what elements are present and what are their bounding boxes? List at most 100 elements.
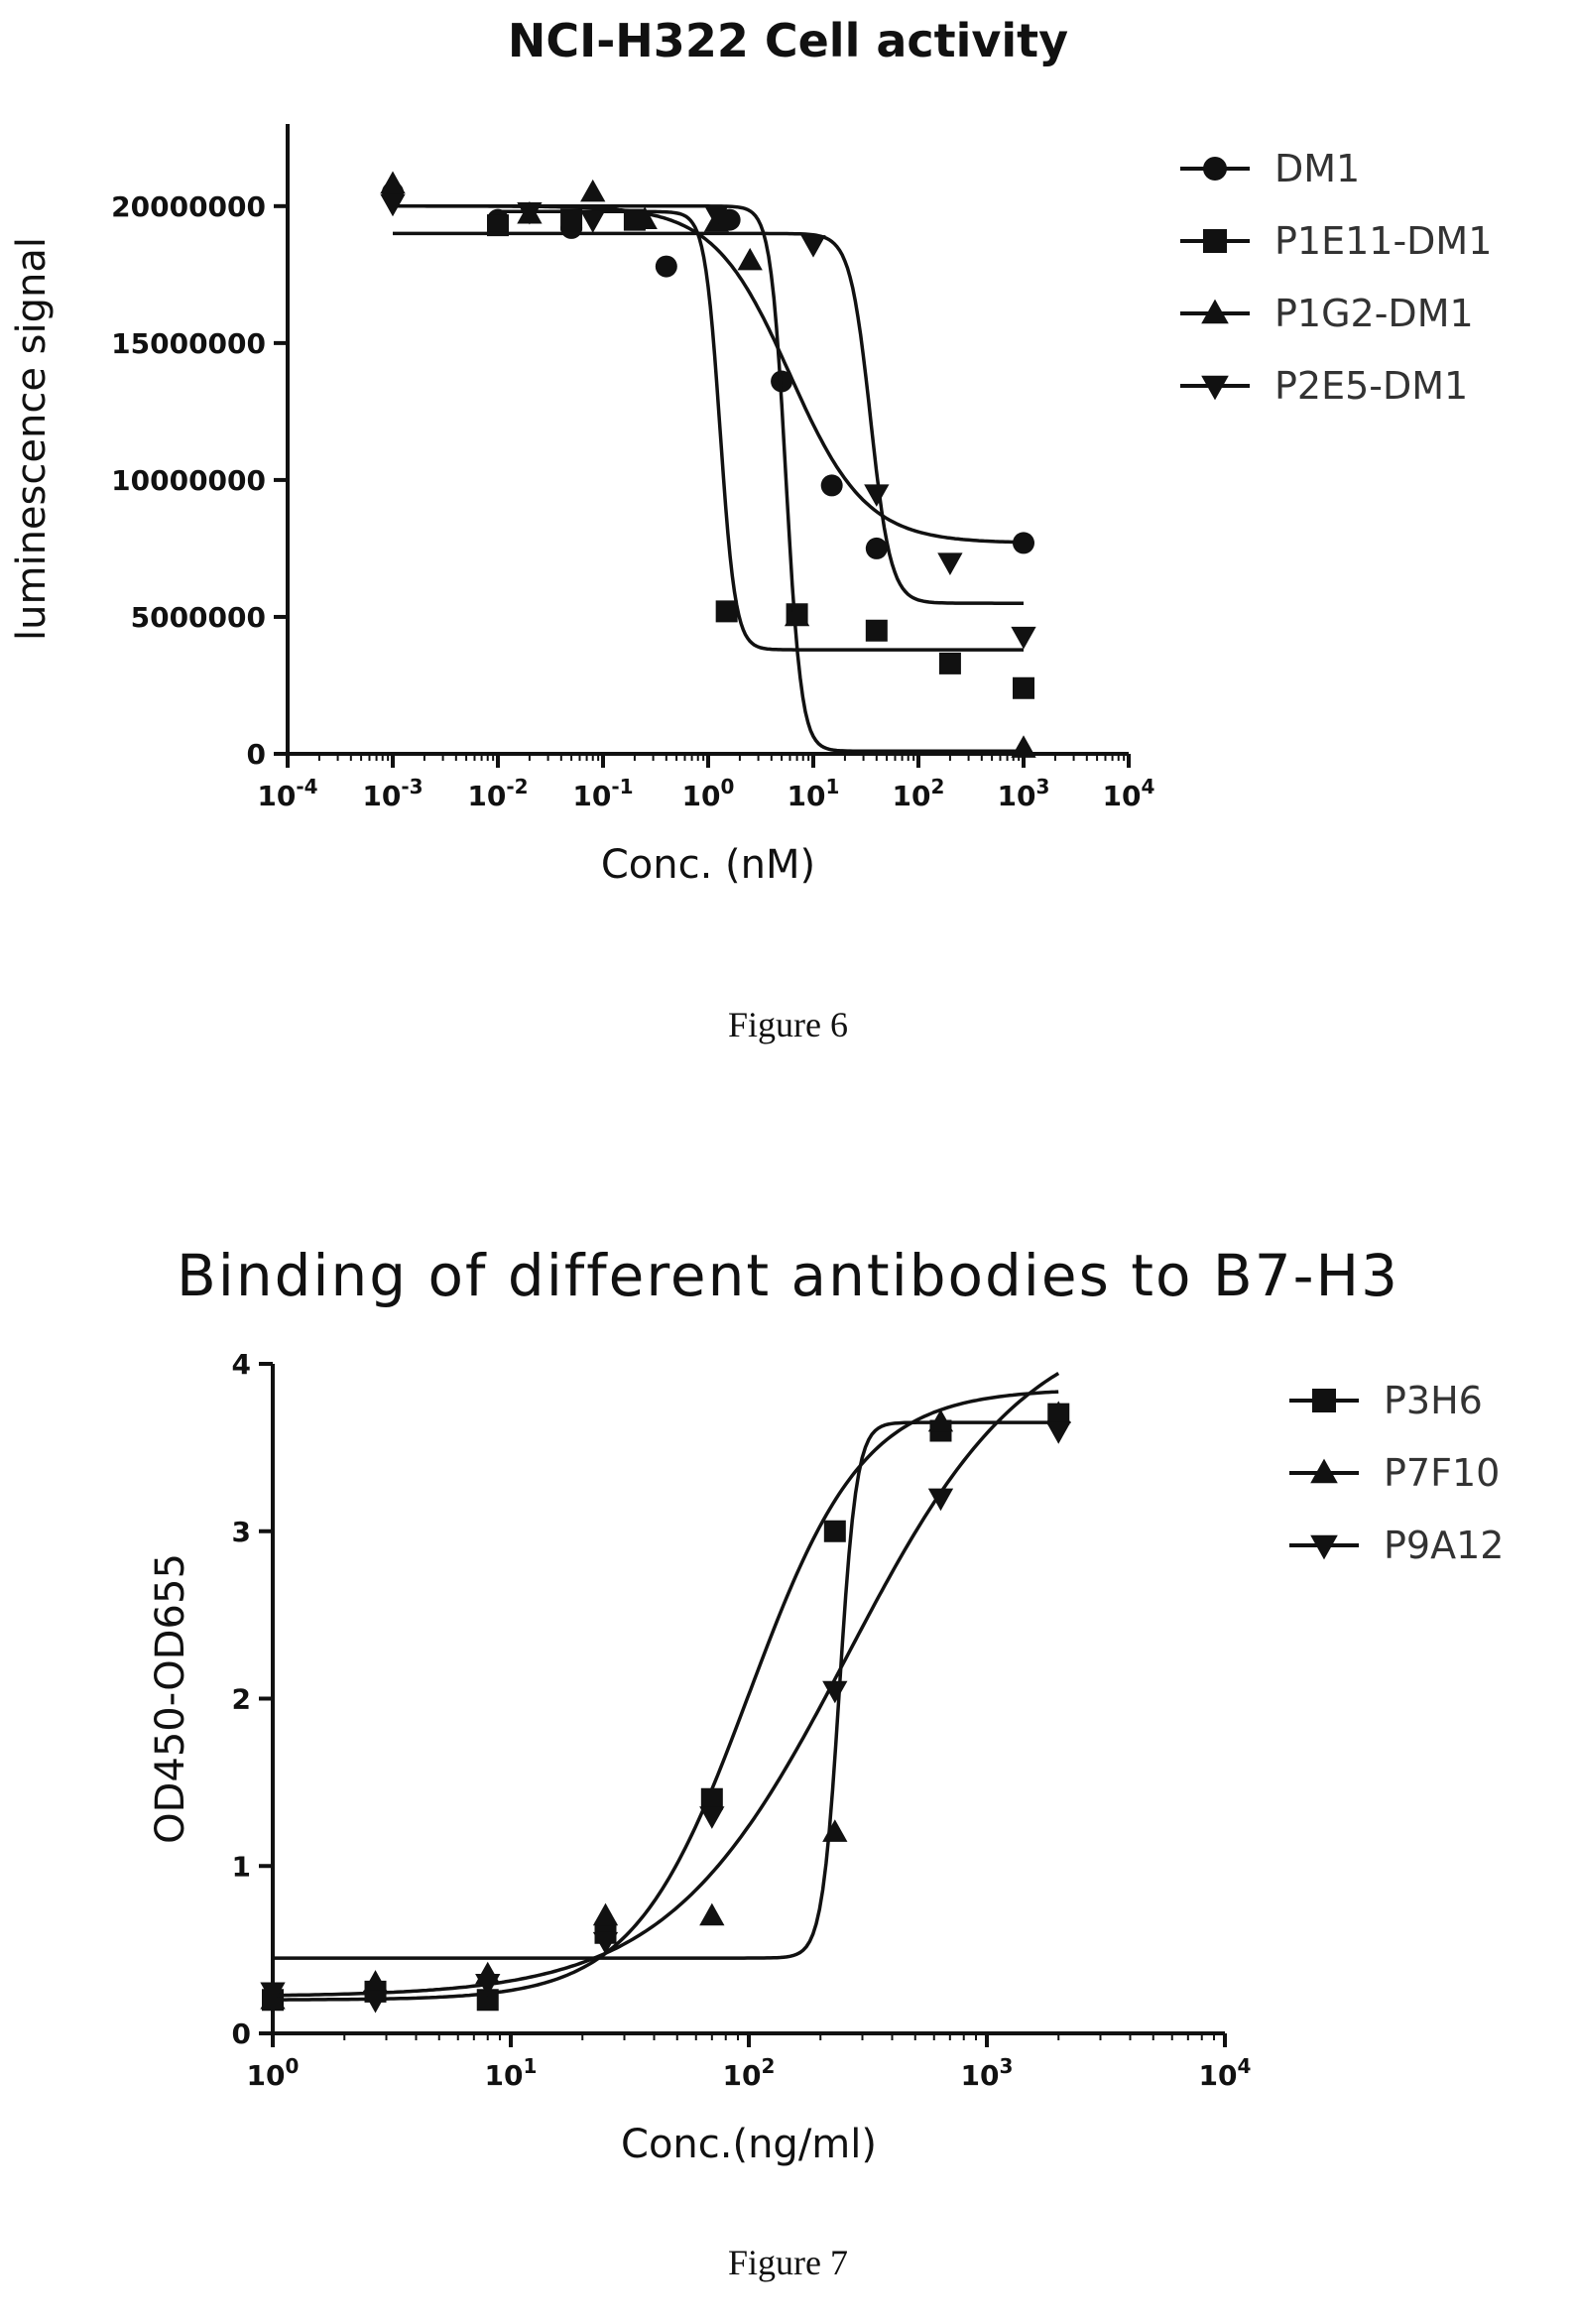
data-point: [487, 214, 509, 237]
legend-marker: [1201, 299, 1229, 324]
tick-label: 102: [893, 775, 945, 812]
data-point: [800, 235, 826, 258]
tick-label: 5000000: [131, 601, 266, 634]
data-point: [927, 1488, 954, 1512]
data-point: [699, 1902, 725, 1926]
data-point: [784, 603, 810, 627]
data-point: [937, 552, 963, 575]
legend-marker: [1203, 157, 1227, 181]
data-point: [865, 619, 888, 642]
legend-marker: [1310, 1534, 1338, 1560]
data-point: [1045, 1421, 1071, 1444]
tick-label: 100: [247, 2054, 300, 2092]
data-point: [927, 1408, 954, 1432]
tick-label: 0: [232, 2018, 251, 2050]
tick-label: 10-2: [467, 775, 528, 812]
tick-label: 1: [232, 1850, 251, 1883]
tick-label: 3: [232, 1516, 251, 1548]
legend-label: DM1: [1274, 147, 1360, 190]
chart-title: Binding of different antibodies to B7-H3: [176, 1242, 1400, 1309]
data-point: [380, 193, 406, 217]
data-point: [475, 1974, 501, 1997]
legend-marker: [1310, 1458, 1338, 1484]
fit-curve: [273, 1390, 1059, 2002]
legend-marker: [1201, 375, 1229, 401]
tick-label: 100: [682, 775, 735, 812]
data-point: [517, 201, 543, 225]
data-point: [703, 204, 730, 228]
tick-label: 10-4: [257, 775, 317, 812]
legend-label: P7F10: [1384, 1451, 1500, 1495]
tick-label: 20000000: [111, 190, 266, 223]
data-point: [1045, 1401, 1071, 1423]
axes: 0 5000000 10000000 15000000 20000000 10-4 10-3…: [9, 124, 1154, 888]
data-point: [865, 537, 888, 559]
data-point: [820, 474, 843, 497]
tick-label: 10000000: [111, 464, 266, 497]
data-point: [1013, 532, 1034, 554]
data-point: [632, 206, 658, 229]
data-point: [592, 1931, 619, 1955]
data-point: [1011, 626, 1036, 650]
legend-marker: [1312, 1389, 1336, 1412]
tick-label: 0: [247, 738, 266, 771]
legend-label: P1E11-DM1: [1274, 219, 1492, 263]
x-axis-label: Conc.(ng/ml): [621, 2122, 877, 2167]
legend: P3H6 P7F10 P9A12: [1289, 1379, 1504, 1567]
binding-chart: 0 1 2 3 4 100 101 102 103 104 Conc.(ng/ml) OD450-OD…: [148, 1348, 1504, 2167]
fit-curve: [393, 204, 1025, 545]
data-point: [822, 1680, 848, 1704]
figure-caption: Figure 7: [728, 2243, 848, 2282]
series-p1g2-dm1: [380, 171, 1036, 758]
series-dm1: [382, 182, 1034, 559]
tick-label: 103: [998, 775, 1050, 812]
legend-label: P2E5-DM1: [1274, 364, 1468, 408]
data-point: [1011, 735, 1036, 758]
tick-label: 102: [723, 2054, 776, 2092]
fit-curve: [273, 1420, 1059, 1960]
tick-label: 101: [788, 775, 840, 812]
legend-label: P1G2-DM1: [1274, 292, 1474, 335]
data-point: [380, 171, 406, 194]
tick-label: 104: [1199, 2054, 1252, 2092]
tick-label: 101: [485, 2054, 538, 2092]
figure-7: Binding of different antibodies to B7-H3…: [0, 1180, 1576, 2324]
data-point: [715, 600, 738, 623]
data-point: [823, 1520, 846, 1542]
data-point: [1013, 676, 1034, 699]
series-p1e11-dm1: [487, 208, 1034, 699]
legend: DM1 P1E11-DM1 P1G2-DM1 P2E5-DM1: [1180, 147, 1492, 408]
tick-label: 10-1: [572, 775, 633, 812]
fit-curve: [498, 209, 1024, 652]
series-p9a12: [260, 1372, 1071, 2014]
data-point: [737, 247, 763, 271]
tick-label: 15000000: [111, 327, 266, 360]
tick-label: 104: [1103, 775, 1155, 812]
data-point: [362, 1970, 389, 1993]
dose-response-chart: 0 5000000 10000000 15000000 20000000 10-4 10-3…: [9, 124, 1492, 888]
data-point: [560, 208, 583, 231]
tick-label: 103: [961, 2054, 1014, 2092]
tick-label: 4: [232, 1348, 251, 1381]
series-p2e5-dm1: [380, 193, 1036, 650]
axes: 0 1 2 3 4 100 101 102 103 104 Conc.(ng/ml) OD450-OD…: [148, 1348, 1251, 2167]
data-point: [938, 652, 961, 674]
data-point: [699, 1806, 725, 1829]
legend-label: P9A12: [1384, 1524, 1504, 1567]
data-point: [700, 1787, 723, 1810]
data-point: [260, 1982, 286, 2006]
data-point: [822, 1819, 848, 1842]
fit-curve: [273, 1372, 1060, 1998]
data-point: [864, 484, 890, 507]
y-axis-label: luminescence signal: [9, 237, 55, 641]
fit-curve: [393, 231, 1024, 605]
chart-title: NCI-H322 Cell activity: [507, 14, 1069, 67]
data-point: [580, 179, 606, 202]
x-axis-label: Conc. (nM): [601, 842, 815, 888]
tick-label: 10-3: [362, 775, 423, 812]
legend-label: P3H6: [1384, 1379, 1483, 1422]
data-point: [655, 255, 677, 278]
tick-label: 2: [232, 1683, 251, 1716]
data-point: [362, 1990, 389, 2014]
